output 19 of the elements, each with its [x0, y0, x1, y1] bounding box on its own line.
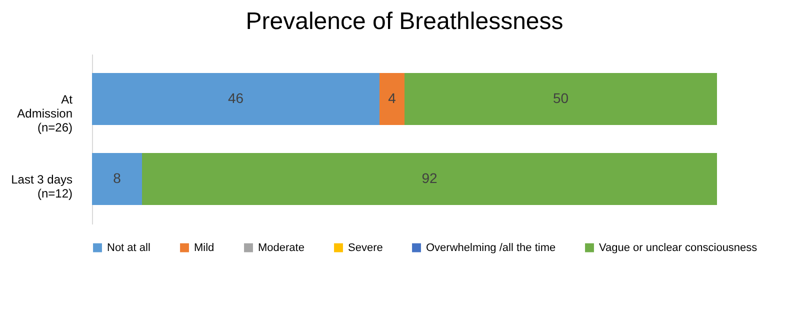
legend-label: Mild [194, 242, 214, 254]
y-tick-label: Last 3 days (n=12) [11, 172, 72, 200]
legend-label: Severe [348, 242, 383, 254]
bar [92, 153, 142, 205]
bar [142, 153, 717, 205]
data-label: 46 [228, 90, 244, 106]
bar [404, 73, 717, 125]
y-tick-label: At Admission (n=26) [17, 92, 74, 134]
bar [380, 73, 404, 125]
data-label: 50 [552, 90, 569, 106]
data-label: 4 [388, 90, 396, 106]
data-label: 8 [113, 170, 122, 186]
bar [92, 73, 380, 125]
legend-label: Overwhelming /all the time [426, 242, 556, 254]
chart-title: Prevalence of Breathlessness [246, 8, 564, 35]
data-label: 92 [422, 170, 438, 186]
legend-label: Not at all [107, 242, 150, 254]
legend-label: Vague or unclear consciousness [599, 242, 758, 254]
legend-label: Moderate [258, 242, 304, 254]
